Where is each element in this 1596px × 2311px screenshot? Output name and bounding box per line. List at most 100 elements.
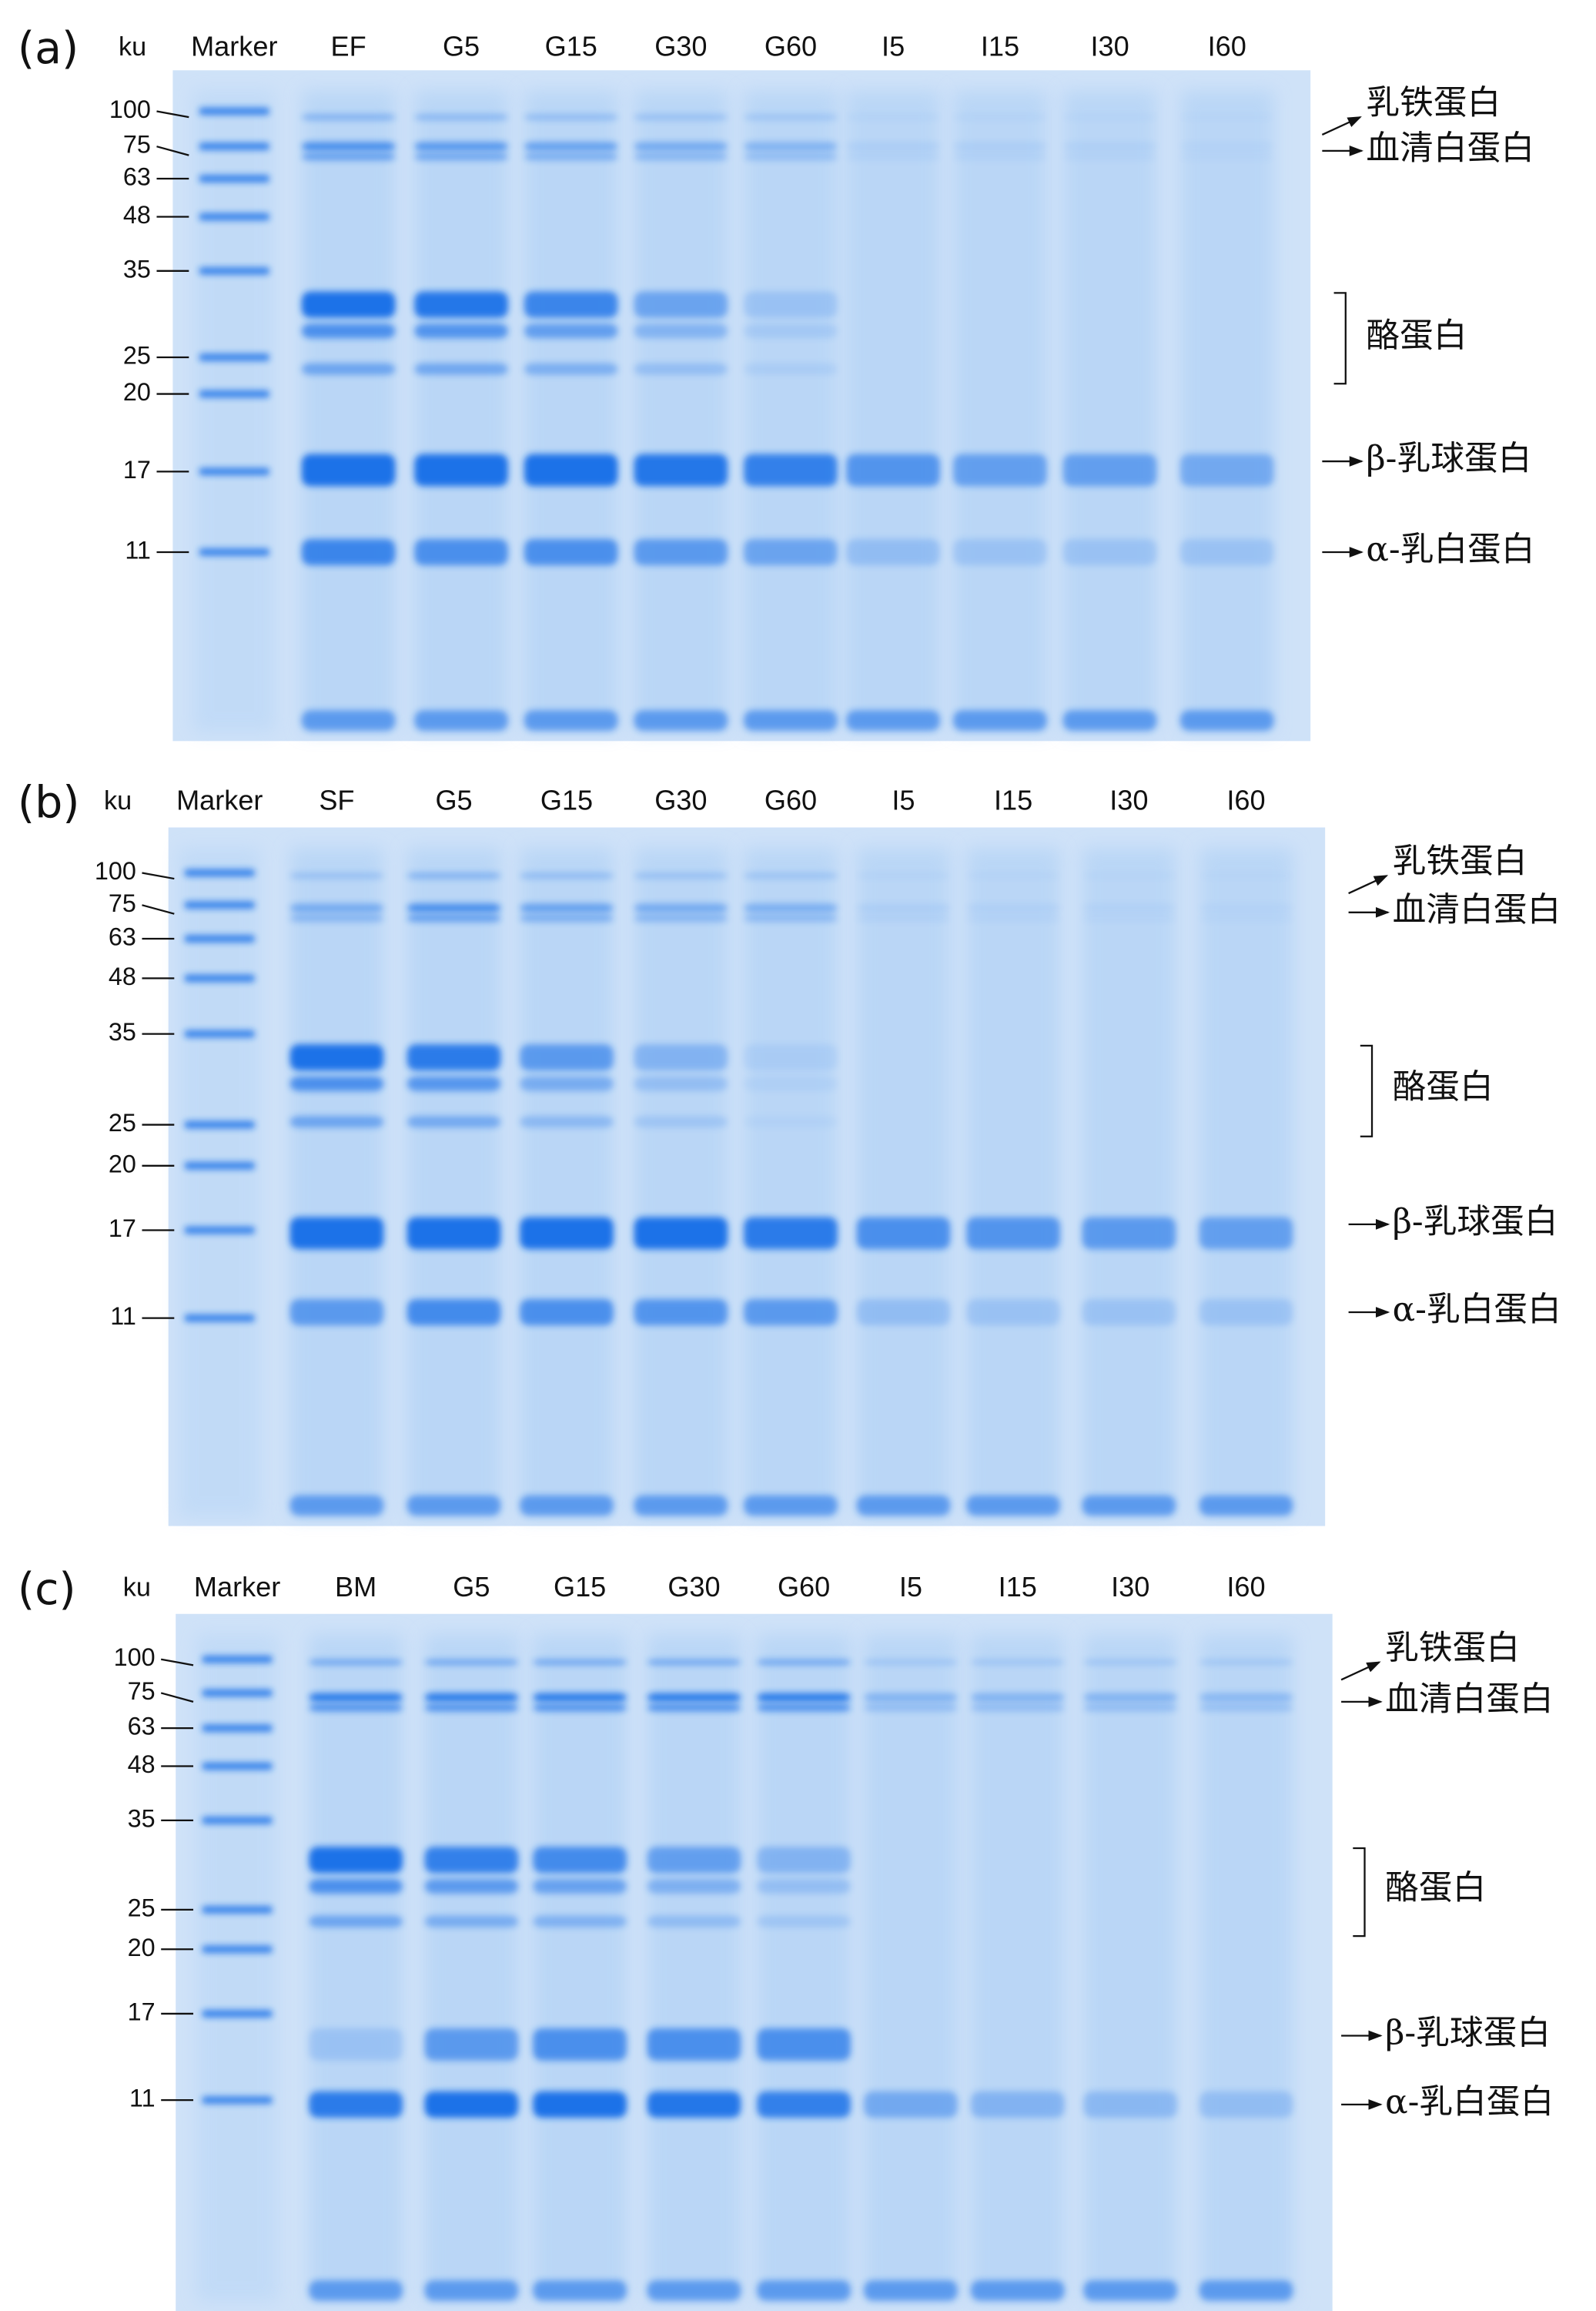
protein-band bbox=[425, 2092, 519, 2118]
lane-smear bbox=[634, 91, 728, 732]
protein-band bbox=[1063, 539, 1157, 565]
marker-label: 11 bbox=[129, 2085, 156, 2112]
marker-band bbox=[202, 1817, 272, 1824]
marker-band bbox=[185, 935, 255, 943]
marker-band bbox=[199, 468, 269, 476]
lane-smear bbox=[520, 848, 614, 1517]
protein-label: α-乳白蛋白 bbox=[1393, 1290, 1561, 1329]
marker-label: 25 bbox=[128, 1894, 156, 1921]
marker-label: 100 bbox=[109, 95, 151, 123]
protein-band bbox=[1082, 1495, 1176, 1516]
lane-smear bbox=[414, 91, 508, 732]
lane-smear bbox=[524, 91, 618, 732]
lane-smear bbox=[1083, 1634, 1177, 2302]
protein-band bbox=[846, 539, 940, 565]
protein-band bbox=[414, 323, 508, 338]
lane-smear bbox=[744, 91, 838, 732]
protein-band bbox=[757, 2092, 851, 2118]
marker-label: 100 bbox=[95, 857, 136, 885]
protein-band bbox=[634, 1116, 728, 1127]
protein-band bbox=[846, 114, 940, 120]
marker-band bbox=[202, 1724, 272, 1732]
protein-band bbox=[520, 1044, 614, 1070]
protein-band bbox=[757, 1704, 851, 1712]
marker-band bbox=[199, 390, 269, 398]
protein-band bbox=[524, 114, 618, 120]
protein-band bbox=[857, 1217, 951, 1249]
protein-band bbox=[533, 2028, 627, 2061]
protein-band bbox=[533, 1879, 627, 1894]
lane-label: I15 bbox=[994, 785, 1032, 816]
protein-band bbox=[1083, 1704, 1177, 1712]
protein-band bbox=[634, 323, 728, 338]
lane-label: I5 bbox=[892, 785, 915, 816]
protein-band bbox=[757, 1879, 851, 1894]
protein-band bbox=[290, 872, 384, 879]
marker-label: 25 bbox=[123, 342, 151, 370]
protein-band bbox=[744, 539, 838, 565]
protein-band bbox=[966, 872, 1060, 879]
protein-band bbox=[290, 1116, 384, 1127]
marker-label: 20 bbox=[123, 378, 151, 406]
protein-band bbox=[647, 2280, 741, 2301]
lane-smear bbox=[302, 91, 396, 732]
protein-band bbox=[1200, 2092, 1293, 2118]
marker-label: 75 bbox=[128, 1677, 156, 1705]
protein-band bbox=[953, 710, 1047, 731]
protein-band bbox=[966, 1299, 1060, 1325]
protein-band bbox=[407, 1495, 501, 1516]
figure: (a)kuMarkerEFG5G15G30G60I5I15I30I6010075… bbox=[0, 0, 1596, 2311]
protein-label: 乳铁蛋白 bbox=[1385, 1628, 1520, 1667]
lane-smear bbox=[864, 1634, 958, 2302]
protein-band bbox=[864, 2092, 958, 2118]
protein-band bbox=[647, 1847, 741, 1873]
protein-band bbox=[1180, 539, 1274, 565]
protein-band bbox=[425, 2028, 519, 2061]
protein-band bbox=[966, 1495, 1060, 1516]
protein-band bbox=[1082, 903, 1176, 912]
marker-label: 63 bbox=[123, 163, 151, 191]
protein-band bbox=[1082, 915, 1176, 923]
lane-smear bbox=[1180, 91, 1274, 732]
protein-band bbox=[744, 291, 838, 317]
protein-band bbox=[953, 454, 1047, 487]
protein-band bbox=[634, 363, 728, 375]
protein-band bbox=[647, 1660, 741, 1666]
protein-band bbox=[290, 915, 384, 923]
marker-label: 17 bbox=[123, 456, 151, 484]
protein-band bbox=[524, 142, 618, 150]
protein-band bbox=[647, 2092, 741, 2118]
marker-label: 11 bbox=[110, 1302, 136, 1330]
page: {"panels": [ {"label": "(a)", "unit": "k… bbox=[0, 0, 1596, 2311]
protein-band bbox=[966, 1217, 1060, 1249]
casein-bracket bbox=[1353, 1848, 1364, 1936]
lane-label: I5 bbox=[899, 1571, 922, 1603]
lane-smear bbox=[744, 848, 838, 1517]
protein-band bbox=[290, 903, 384, 912]
lane-label: G30 bbox=[654, 785, 707, 816]
marker-label: 20 bbox=[128, 1934, 156, 1961]
marker-label: 48 bbox=[128, 1750, 156, 1778]
protein-band bbox=[524, 454, 618, 487]
protein-label: α-乳白蛋白 bbox=[1366, 530, 1534, 569]
protein-band bbox=[309, 1847, 403, 1873]
protein-band bbox=[425, 2280, 519, 2301]
marker-label: 75 bbox=[123, 131, 151, 159]
protein-band bbox=[1200, 1217, 1293, 1249]
protein-band bbox=[1200, 1693, 1293, 1701]
protein-band bbox=[971, 1660, 1065, 1666]
lane-label: G5 bbox=[443, 30, 480, 62]
protein-band bbox=[414, 539, 508, 565]
panel-label: (b) bbox=[18, 778, 80, 829]
protein-band bbox=[744, 1495, 838, 1516]
protein-band bbox=[407, 872, 501, 879]
marker-band bbox=[185, 869, 255, 877]
protein-band bbox=[1180, 454, 1274, 487]
protein-band bbox=[744, 114, 838, 120]
protein-band bbox=[290, 1217, 384, 1249]
marker-label: 63 bbox=[128, 1713, 156, 1740]
protein-band bbox=[520, 1077, 614, 1091]
protein-band bbox=[864, 2280, 958, 2301]
protein-band bbox=[520, 872, 614, 879]
protein-band bbox=[414, 710, 508, 731]
